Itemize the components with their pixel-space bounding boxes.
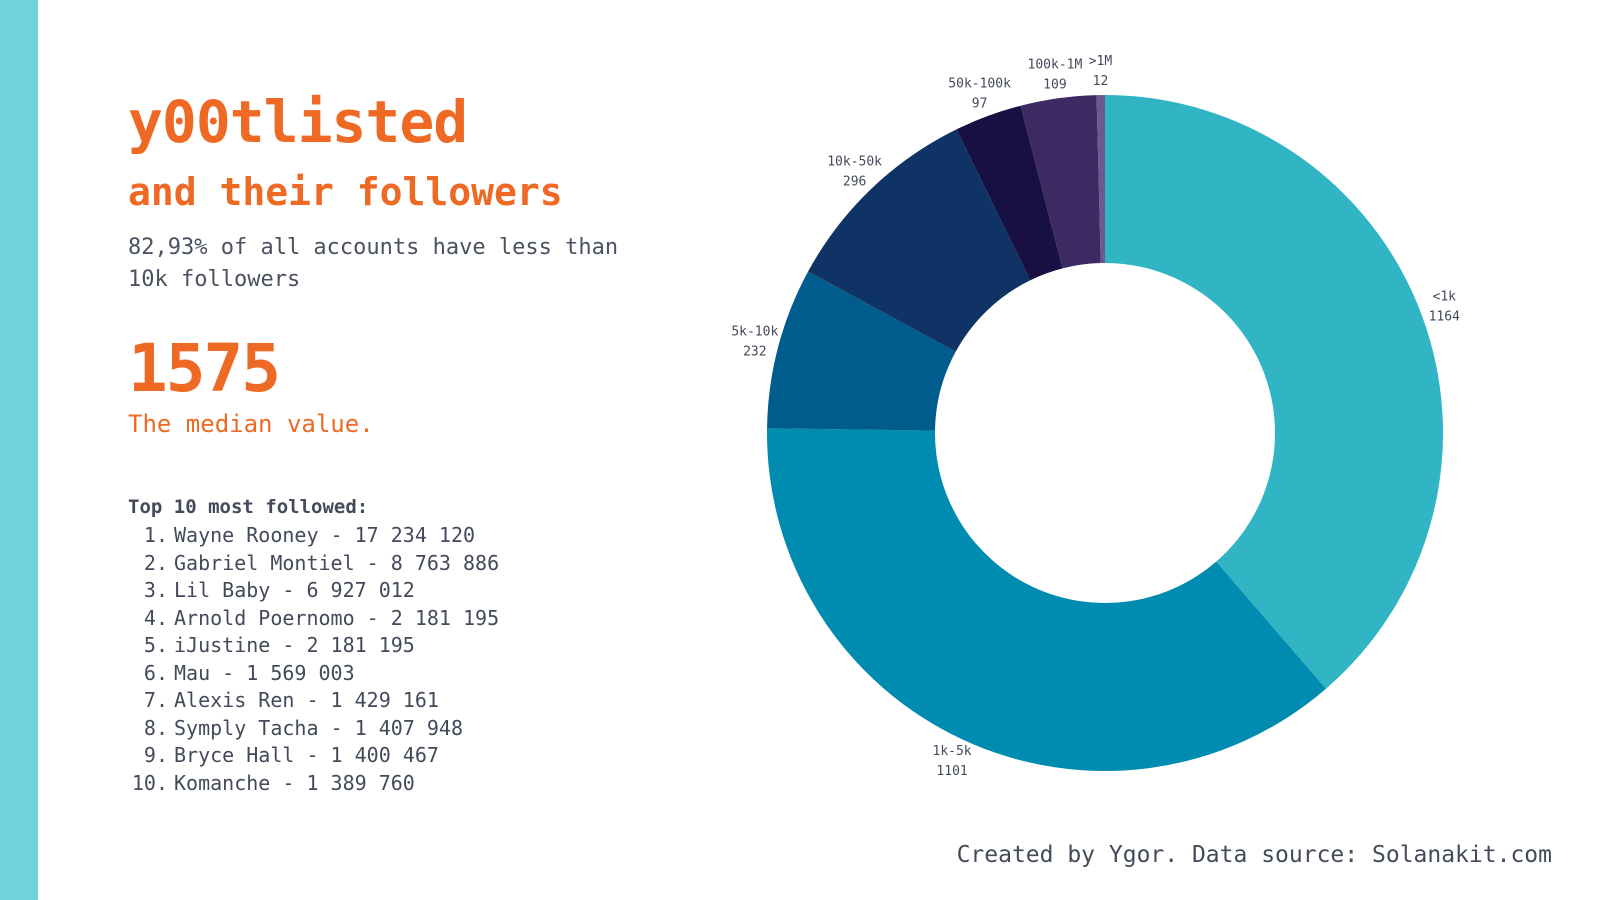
slice-category: >1M (1089, 54, 1113, 69)
slice-category: 5k-10k (731, 324, 778, 339)
list-rank: 5. (143, 633, 168, 657)
list-entry: Komanche - 1 389 760 (174, 770, 415, 795)
list-entry: Wayne Rooney - 17 234 120 (174, 523, 476, 547)
list-rank: 3. (143, 578, 168, 602)
slice-label: 10k-50k 296 (827, 155, 882, 190)
slice-category: 10k-50k (827, 155, 882, 170)
top-followed-list: 1. Wayne Rooney - 17 234 120 2. Gabriel Mo… (128, 522, 499, 797)
list-item: 5. iJustine - 2 181 195 (128, 632, 499, 660)
slice-category: 100k-1M (1028, 57, 1083, 72)
footer-credit: Created by Ygor. Data source: Solanakit.… (956, 842, 1552, 868)
side-accent-bar (0, 0, 38, 900)
slice-category: 1k-5k (933, 744, 972, 759)
list-item: 10. Komanche - 1 389 760 (128, 770, 499, 798)
slice-label: <1k 1164 (1429, 290, 1460, 325)
slice-label: 100k-1M 109 (1028, 57, 1083, 92)
slice-value: 12 (1093, 74, 1109, 89)
pie-slice (956, 105, 1063, 281)
pie-slice (808, 129, 1031, 352)
list-item: 2. Gabriel Montiel - 8 763 886 (128, 550, 499, 578)
top-list-heading: Top 10 most followed: (128, 496, 369, 518)
list-rank: 4. (143, 605, 168, 630)
list-rank: 10. (131, 770, 168, 795)
list-item: 7. Alexis Ren - 1 429 161 (128, 687, 499, 715)
slice-label: 1k-5k 1101 (933, 744, 972, 779)
list-entry: Gabriel Montiel - 8 763 886 (174, 550, 500, 575)
page-title: y00tlisted (128, 88, 468, 156)
list-entry: Bryce Hall - 1 400 467 (174, 743, 439, 767)
slice-value: 1164 (1429, 310, 1460, 325)
pie-slice (1105, 95, 1443, 689)
pie-slice (767, 271, 956, 431)
list-entry: Arnold Poernomo - 2 181 195 (174, 605, 500, 630)
list-rank: 8. (143, 715, 168, 740)
list-rank: 2. (143, 550, 168, 575)
page-subtitle: and their followers (128, 170, 563, 214)
slice-label: >1M 12 (1089, 54, 1113, 89)
list-item: 6. Mau - 1 569 003 (128, 660, 499, 688)
slice-label: 5k-10k 232 (731, 324, 778, 359)
list-entry: iJustine - 2 181 195 (174, 633, 415, 657)
stat-description: 82,93% of all accounts have less than 10… (128, 235, 619, 292)
slice-value: 1101 (936, 764, 967, 779)
slice-value: 232 (743, 344, 766, 359)
list-item: 4. Arnold Poernomo - 2 181 195 (128, 605, 499, 633)
list-entry: Symply Tacha - 1 407 948 (174, 715, 463, 740)
list-entry: Lil Baby - 6 927 012 (174, 578, 415, 602)
list-item: 8. Symply Tacha - 1 407 948 (128, 715, 499, 743)
slice-label: 50k-100k 97 (948, 76, 1011, 111)
slice-value: 109 (1043, 77, 1066, 92)
slice-category: 50k-100k (948, 76, 1011, 91)
list-entry: Alexis Ren - 1 429 161 (174, 688, 439, 712)
slice-value: 296 (843, 175, 866, 190)
list-rank: 7. (143, 688, 168, 712)
list-item: 1. Wayne Rooney - 17 234 120 (128, 522, 499, 550)
list-item: 9. Bryce Hall - 1 400 467 (128, 742, 499, 770)
median-value: 1575 (128, 330, 281, 407)
list-rank: 1. (143, 523, 168, 547)
list-item: 3. Lil Baby - 6 927 012 (128, 577, 499, 605)
median-label: The median value. (128, 410, 374, 438)
list-entry: Mau - 1 569 003 (174, 660, 355, 685)
list-rank: 9. (143, 743, 168, 767)
pie-slice (1096, 95, 1105, 264)
slice-category: <1k (1433, 290, 1457, 305)
pie-slice (1020, 95, 1101, 269)
pie-slice (766, 428, 1326, 771)
slice-value: 97 (972, 96, 988, 111)
list-rank: 6. (143, 660, 168, 685)
